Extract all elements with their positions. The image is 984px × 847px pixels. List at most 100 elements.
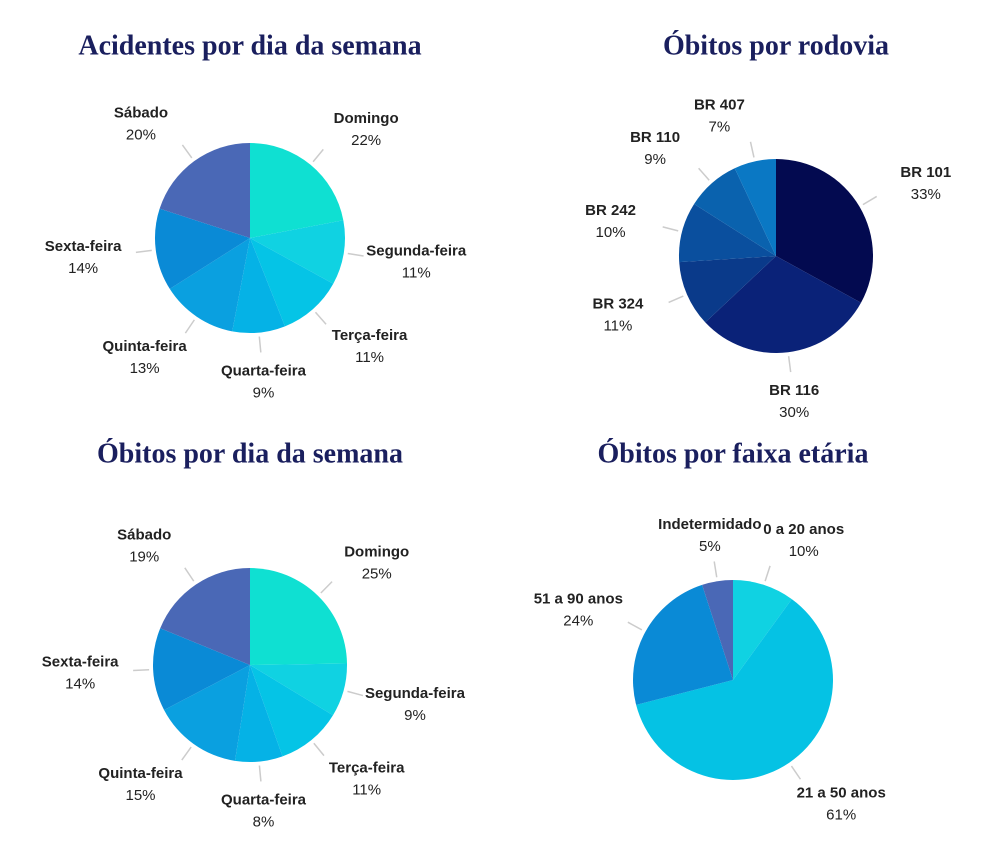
slice-name: BR 324 [592,296,644,313]
leader-line [313,742,325,757]
slice-name: Domingo [334,110,399,127]
pie-slice [633,584,733,705]
leader-line [135,249,152,254]
pie-slice [234,665,283,762]
slice-value: 20% [126,126,156,143]
pie-slice [776,158,873,303]
slice-name: Quarta-feira [221,791,307,808]
slice-name: Sexta-feira [42,654,119,671]
pie-slice [164,665,250,761]
slice-name: Quinta-feira [98,765,183,782]
slice-name: Sábado [117,527,171,544]
slice-name: Segunda-feira [366,242,467,259]
pie-slice [232,238,285,333]
slice-name: BR 116 [769,382,819,399]
slice-name: 0 a 20 anos [763,521,844,538]
pie-slice [733,580,792,680]
slice-value: 11% [355,349,384,366]
leader-line [790,765,802,780]
pie-slice [155,208,250,289]
pie-slice [705,256,862,353]
slice-name: Domingo [344,544,409,561]
slice-name: BR 242 [585,202,636,219]
slice-value: 33% [911,186,941,203]
slice-name: BR 407 [694,96,745,113]
leader-line [862,195,878,206]
slice-value: 22% [351,132,381,149]
chart-title: Acidentes por dia da semana [78,30,421,61]
slice-name: Sábado [114,104,168,121]
leader-line [347,690,364,697]
pie-slice [694,168,776,256]
slice-value: 14% [68,260,98,277]
leader-line [749,141,755,158]
pie-slice [159,143,250,238]
leader-line [347,252,364,257]
leader-line [668,295,684,304]
chart-title: Óbitos por dia da semana [97,438,403,469]
slice-value: 61% [826,806,856,823]
chart-title: Óbitos por rodovia [663,30,889,61]
slice-value: 5% [699,538,721,555]
leader-line [320,581,333,594]
pie-slice [702,580,733,680]
slice-name: Indetermidado [658,516,761,533]
leader-line [627,621,643,631]
slice-value: 8% [253,813,275,830]
pie-slice [679,204,776,263]
slice-value: 25% [362,566,392,583]
pie-slice [160,568,250,665]
slice-value: 11% [402,264,431,281]
slice-value: 24% [563,613,593,630]
pie-slice [153,628,250,710]
slice-name: Quinta-feira [103,338,188,355]
leader-line [133,668,150,672]
slice-value: 10% [596,224,626,241]
pie-slice [679,256,776,323]
pie-slice [250,238,334,327]
pie-slice [250,143,344,238]
slice-value: 9% [644,151,666,168]
chart-title: Óbitos por faixa etária [598,438,869,469]
slice-name: Segunda-feira [365,685,466,702]
leader-line [184,319,195,334]
leader-line [698,167,710,181]
leader-line [787,356,792,373]
leader-line [764,565,771,582]
slice-name: 51 a 90 anos [534,591,623,608]
slice-name: Terça-feira [332,327,408,344]
slice-value: 15% [125,787,155,804]
pie-slice [734,159,776,256]
slice-name: BR 110 [630,129,680,146]
leader-line [258,765,262,782]
slice-value: 11% [352,781,381,798]
slice-value: 9% [404,707,426,724]
slice-name: Terça-feira [329,759,405,776]
slice-name: BR 101 [900,164,951,181]
slice-value: 7% [709,118,731,135]
slice-value: 13% [130,360,160,377]
slice-name: Quarta-feira [221,362,307,379]
pie-slice [250,663,347,716]
leader-line [181,144,193,159]
slice-value: 30% [779,404,809,421]
pie-slice [636,599,834,781]
slice-value: 11% [603,318,632,335]
leader-line [181,746,192,761]
pie-slice [169,238,250,332]
slice-value: 19% [129,549,159,566]
slice-name: Sexta-feira [45,238,122,255]
slice-value: 10% [789,543,819,560]
leader-line [184,567,195,582]
pie-slice [250,220,345,284]
slice-value: 14% [65,676,95,693]
leader-line [314,311,327,325]
pie-slice [250,665,333,757]
pie-slice [250,568,347,665]
leader-line [312,148,324,163]
leader-line [713,561,718,578]
slice-value: 9% [253,384,275,401]
leader-line [258,336,262,353]
slice-name: 21 a 50 anos [797,784,886,801]
